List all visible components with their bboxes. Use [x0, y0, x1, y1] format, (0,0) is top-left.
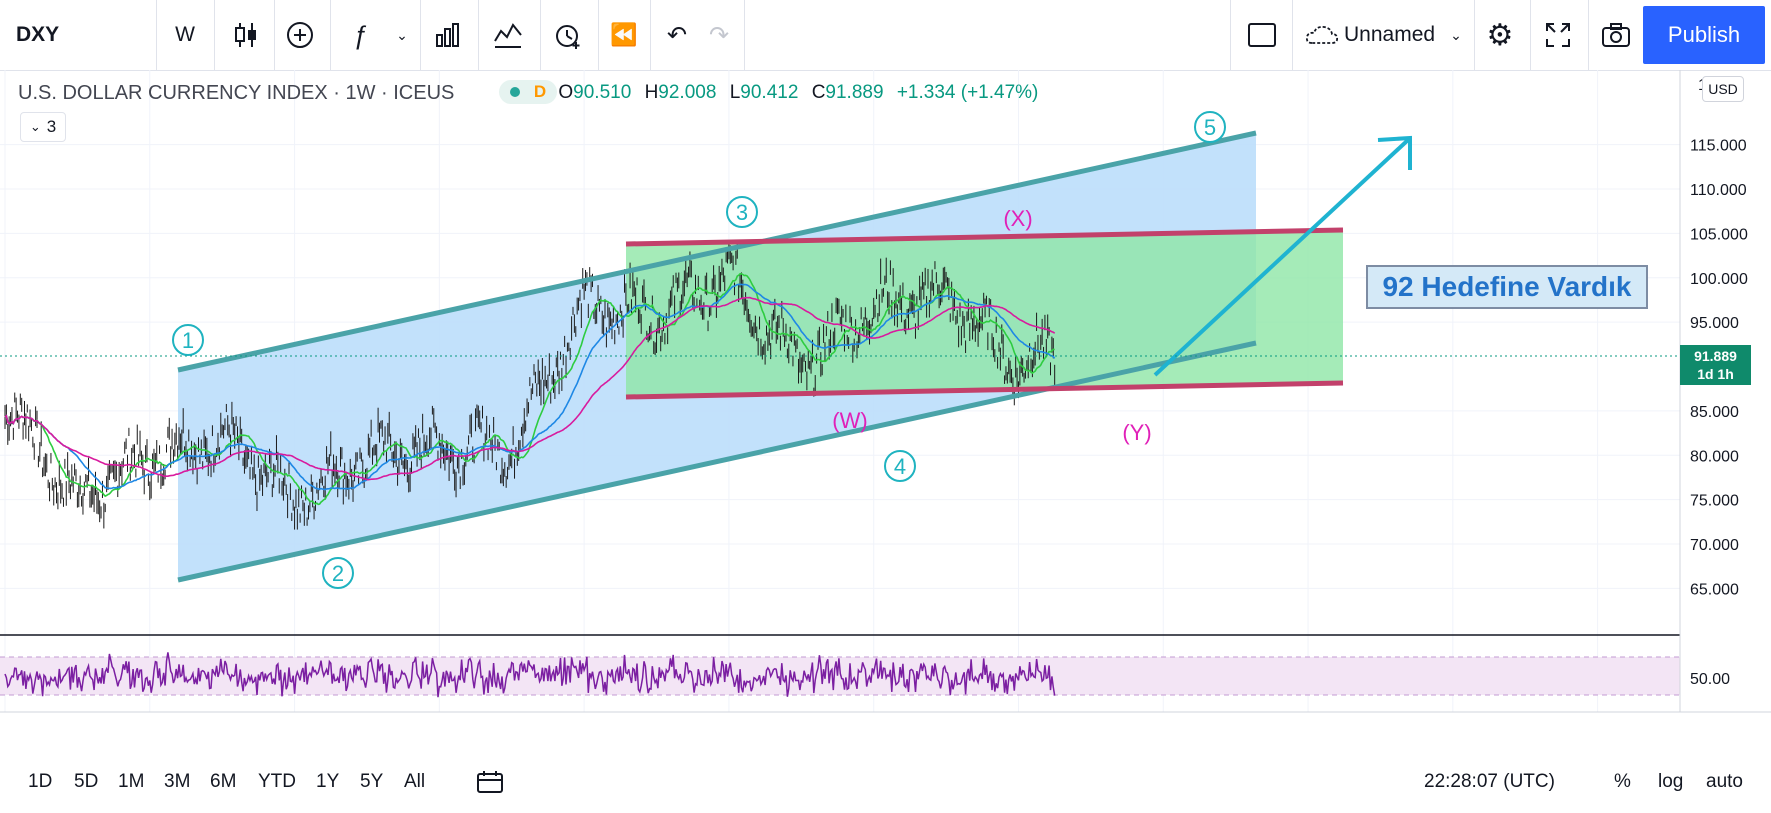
- camera-icon[interactable]: [1596, 0, 1636, 70]
- date-range-icon[interactable]: [476, 760, 504, 804]
- cloud-icon: [1300, 0, 1344, 70]
- range-button-3m[interactable]: 3M: [164, 771, 191, 792]
- divider: [650, 0, 651, 70]
- label-w: (W): [832, 408, 867, 433]
- top-toolbar: DXY W ƒ ⌄ ⏪ ↶ ↷ Unnamed ⌄ ⚙ Publish: [0, 0, 1771, 71]
- currency-button[interactable]: USD: [1702, 76, 1744, 102]
- price-chart[interactable]: 1 2 3 4 5 (W) (X) (Y) 115.000 110.000 105.…: [0, 70, 1771, 714]
- add-indicator-icon[interactable]: [280, 0, 320, 70]
- range-button-ytd[interactable]: YTD: [258, 771, 296, 792]
- price-candles: [4, 241, 1056, 530]
- chevron-down-icon: ⌄: [29, 119, 41, 134]
- svg-text:3: 3: [736, 200, 748, 225]
- range-upper-line: [625, 227, 1344, 247]
- divider: [1588, 0, 1589, 70]
- price-tick-label: 110.000: [1690, 182, 1747, 199]
- divider: [420, 0, 421, 70]
- svg-text:1: 1: [182, 328, 194, 353]
- svg-text:2: 2: [332, 561, 344, 586]
- label-y: (Y): [1122, 420, 1151, 445]
- price-tick-label: 75.000: [1690, 493, 1739, 510]
- fullscreen-icon[interactable]: [1538, 0, 1578, 70]
- range-button-1d[interactable]: 1D: [28, 771, 53, 792]
- compare-icon[interactable]: [486, 0, 530, 70]
- layout-name[interactable]: Unnamed: [1344, 23, 1436, 46]
- svg-text:5: 5: [1204, 115, 1216, 140]
- divider: [156, 0, 157, 70]
- channel-lower-line: [177, 340, 1257, 583]
- channel-upper-line: [177, 130, 1257, 373]
- status-dot-icon: [509, 87, 520, 97]
- bars-icon[interactable]: [426, 0, 470, 70]
- divider: [274, 0, 275, 70]
- wave-label-2: 2: [322, 557, 354, 589]
- settings-icon[interactable]: ⚙: [1486, 18, 1514, 52]
- market-status-badge[interactable]: D: [499, 80, 557, 104]
- rectangle-icon[interactable]: [1240, 0, 1284, 70]
- target-arrow: [1153, 138, 1410, 377]
- label-x: (X): [1003, 206, 1032, 231]
- last-price-label: 91.889 1d 1h: [1680, 345, 1751, 385]
- divider: [540, 0, 541, 70]
- range-button-5d[interactable]: 5D: [74, 771, 99, 792]
- range-button-5y[interactable]: 5Y: [360, 771, 384, 792]
- price-axis-labels: 115.000 110.000 105.000 100.000 95.000 85.000…: [1690, 138, 1748, 599]
- arrow-head: [1377, 135, 1412, 170]
- target-note[interactable]: 92 Hedefine Vardık: [1366, 265, 1648, 309]
- chevron-down-icon[interactable]: ⌄: [396, 26, 408, 43]
- divider: [598, 0, 599, 70]
- ma-short-line: [4, 272, 1055, 506]
- replay-icon[interactable]: ⏪: [610, 22, 638, 47]
- price-tick-label: 80.000: [1690, 448, 1739, 465]
- rsi-line: [4, 652, 1056, 698]
- symbol-search[interactable]: DXY: [16, 23, 60, 46]
- rsi-axis-label: 50.00: [1690, 671, 1730, 688]
- divider: [1474, 0, 1475, 70]
- interval-button[interactable]: W: [175, 23, 195, 46]
- divider: [1230, 0, 1231, 70]
- divider: [330, 0, 331, 70]
- collapse-indicators-button[interactable]: ⌄ 3: [20, 112, 66, 142]
- auto-toggle[interactable]: auto: [1706, 771, 1743, 792]
- divider: [478, 0, 479, 70]
- range-button-1m[interactable]: 1M: [118, 771, 145, 792]
- range-button-1y[interactable]: 1Y: [316, 771, 340, 792]
- chevron-down-icon[interactable]: ⌄: [1450, 26, 1462, 43]
- range-button-6m[interactable]: 6M: [210, 771, 237, 792]
- indicators-fx-icon[interactable]: ƒ: [352, 19, 368, 50]
- undo-icon[interactable]: ↶: [666, 21, 688, 49]
- symbol-title[interactable]: U.S. DOLLAR CURRENCY INDEX · 1W · ICEUS: [18, 81, 455, 104]
- candles-icon[interactable]: [224, 0, 268, 70]
- ma-long-line: [4, 296, 1056, 481]
- clock-time[interactable]: 22:28:07 (UTC): [1424, 771, 1555, 792]
- svg-text:4: 4: [894, 454, 906, 479]
- divider: [1530, 0, 1531, 70]
- price-tick-label: 65.000: [1690, 581, 1739, 598]
- price-tick-label: 115.000: [1690, 138, 1747, 155]
- chart-legend: U.S. DOLLAR CURRENCY INDEX · 1W · ICEUS …: [18, 78, 1038, 108]
- alert-icon[interactable]: [548, 0, 588, 70]
- range-button-all[interactable]: All: [404, 771, 426, 792]
- redo-icon[interactable]: ↷: [708, 21, 730, 49]
- range-rectangle: [626, 230, 1343, 397]
- wave-label-1: 1: [172, 324, 204, 356]
- range-lower-line: [625, 380, 1344, 400]
- bottom-bar: [0, 755, 1771, 813]
- ma-mid-line: [4, 283, 1056, 491]
- publish-button[interactable]: Publish: [1643, 6, 1765, 64]
- price-tick-label: 95.000: [1690, 315, 1739, 332]
- price-tick-label: 85.000: [1690, 404, 1739, 421]
- price-tick-label: 105.000: [1690, 226, 1748, 243]
- price-tick-label: 70.000: [1690, 537, 1739, 554]
- ohlc-values: O90.510 H92.008 L90.412 C91.889 +1.334 (…: [558, 82, 1039, 103]
- divider: [214, 0, 215, 70]
- divider: [1292, 0, 1293, 70]
- log-toggle[interactable]: log: [1658, 771, 1684, 792]
- wave-label-4: 4: [884, 450, 916, 482]
- divider: [744, 0, 745, 70]
- percent-toggle[interactable]: %: [1614, 771, 1631, 792]
- wave-label-5: 5: [1194, 111, 1226, 143]
- wave-label-3: 3: [726, 196, 758, 228]
- price-tick-label: 100.000: [1690, 271, 1748, 288]
